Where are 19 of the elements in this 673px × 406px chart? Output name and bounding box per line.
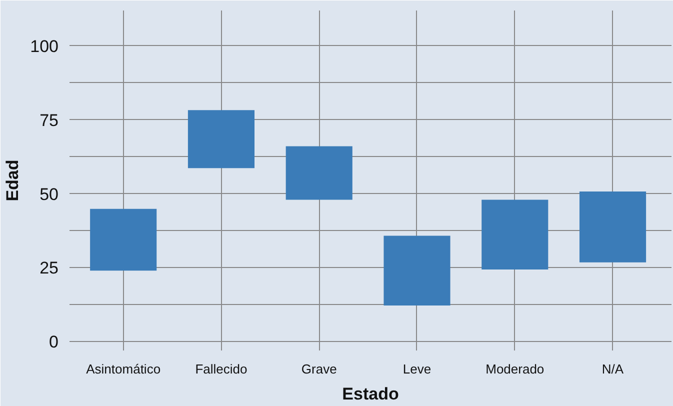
y-tick-label: 75 — [40, 110, 59, 130]
y-tick-label: 100 — [30, 36, 59, 56]
x-axis-title: Estado — [342, 384, 399, 404]
bar — [188, 110, 255, 168]
bar — [286, 146, 352, 200]
x-tick-label: N/A — [602, 362, 624, 376]
x-tick-label: Leve — [402, 362, 432, 376]
x-tick-label: Grave — [301, 362, 337, 376]
bar — [579, 191, 646, 262]
x-tick-label: Fallecido — [195, 362, 248, 376]
bar — [482, 200, 548, 270]
y-tick-label: 0 — [49, 332, 59, 352]
y-axis-title: Edad — [3, 160, 22, 202]
bar — [384, 236, 450, 306]
x-tick-label: Asintomático — [86, 362, 161, 376]
y-tick-label: 25 — [40, 258, 59, 278]
y-tick-label: 50 — [40, 184, 59, 204]
bar — [90, 208, 157, 271]
x-tick-label: Moderado — [486, 362, 544, 376]
